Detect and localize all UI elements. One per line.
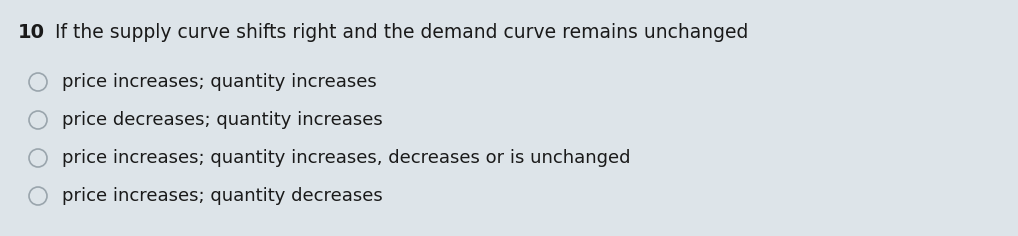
Circle shape: [29, 111, 47, 129]
Circle shape: [29, 187, 47, 205]
Text: price increases; quantity increases, decreases or is unchanged: price increases; quantity increases, dec…: [62, 149, 630, 167]
Text: price increases; quantity decreases: price increases; quantity decreases: [62, 187, 383, 205]
Circle shape: [29, 149, 47, 167]
Text: 10: 10: [18, 22, 45, 42]
Text: price increases; quantity increases: price increases; quantity increases: [62, 73, 377, 91]
Circle shape: [29, 73, 47, 91]
Text: price decreases; quantity increases: price decreases; quantity increases: [62, 111, 383, 129]
Text: If the supply curve shifts right and the demand curve remains unchanged: If the supply curve shifts right and the…: [55, 22, 748, 42]
